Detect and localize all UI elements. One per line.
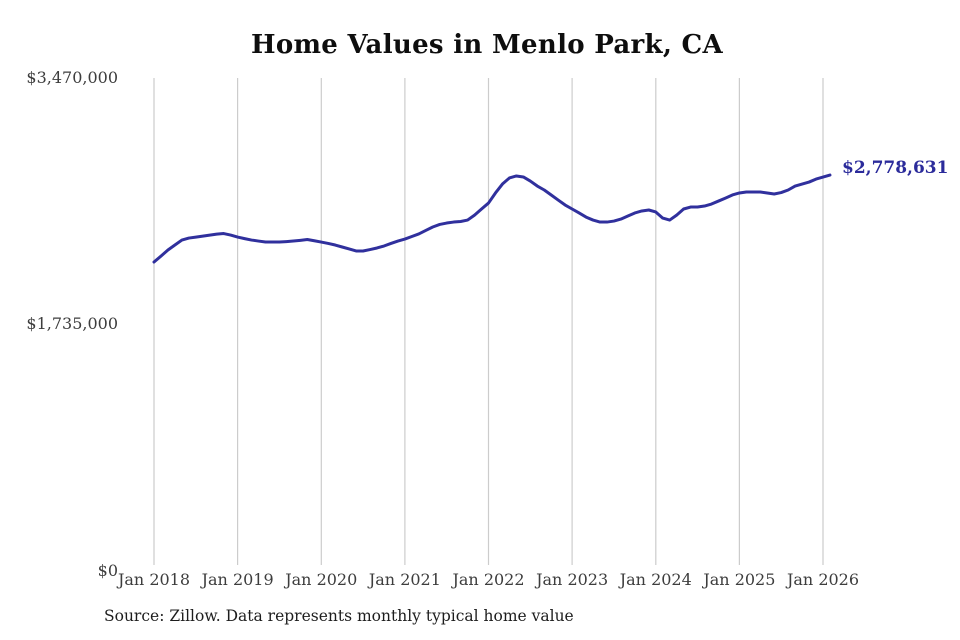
y-tick-label: $0 [97,561,118,580]
x-tick-label: Jan 2024 [619,570,692,589]
x-tick-label: Jan 2021 [368,570,441,589]
home-value-line [152,173,832,264]
x-tick-label: Jan 2026 [786,570,860,589]
x-tick-label: Jan 2019 [201,570,274,589]
latest-value-label: $2,778,631 [842,158,949,178]
x-tick-label: Jan 2022 [452,570,525,589]
source-note: Source: Zillow. Data represents monthly … [104,607,574,625]
x-tick-label: Jan 2025 [703,570,776,589]
x-tick-label: Jan 2020 [285,570,358,589]
y-tick-label: $1,735,000 [26,314,118,333]
y-tick-label: $3,470,000 [26,68,118,87]
x-tick-label: Jan 2023 [536,570,609,589]
x-tick-label: Jan 2018 [117,570,191,589]
chart-title: Home Values in Menlo Park, CA [250,30,724,60]
